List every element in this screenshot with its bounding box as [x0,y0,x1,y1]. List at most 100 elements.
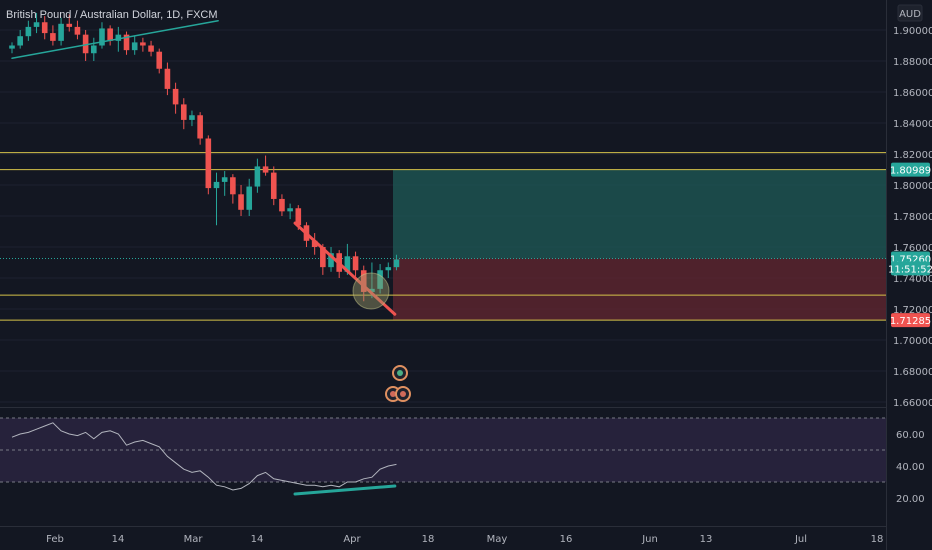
rsi-band-lines [0,417,886,483]
price-label-text: 1.71285 [890,316,931,327]
candle-body [270,172,277,199]
candle-body [115,34,122,41]
price-label-bg [891,162,930,177]
candle-body [99,28,105,46]
horizontal-levels[interactable] [0,152,886,321]
trendline-descending-lows [293,221,397,316]
currency-badge-label: AUD [899,9,921,20]
candle-body [385,267,392,271]
candle-body [197,115,203,139]
candle-body [262,166,269,173]
currency-badge[interactable]: AUD [897,4,923,22]
price-label-text: 1.80989 [890,166,931,177]
time-tick-label: Mar [184,534,204,545]
candle-body [369,288,375,292]
time-tick-label: 18 [422,534,435,545]
candle-body [33,22,40,27]
time-tick-label: Feb [46,534,64,545]
price-tick-label: 1.66000 [893,398,932,409]
profit-zone[interactable] [393,169,886,259]
time-axis-border [0,526,886,527]
candle-body [131,42,138,51]
time-tick-label: Jul [794,534,807,545]
rsi-tick-label: 20.00 [896,494,925,505]
candle-body [221,177,228,182]
candle-body [9,45,15,49]
time-tick-label: Apr [343,534,361,545]
candle-body [246,186,253,210]
trendline-ascending-support [11,19,219,59]
price-axis-border [886,0,887,550]
rsi-tick-label: 40.00 [896,462,925,473]
candle-body [295,208,302,226]
candle-body [148,45,154,52]
candle-body [393,259,400,268]
price-tick-label: 1.70000 [893,336,932,347]
time-tick-label: 14 [112,534,125,545]
trendlines[interactable] [11,19,397,496]
price-label-countdown: 11:51:52 [888,261,932,276]
candle-body [58,23,64,41]
candle-body [352,256,359,271]
candle-body [213,181,220,189]
price-label-bg [891,313,930,328]
price-tick-label: 1.78000 [893,212,932,223]
candle-body [230,177,236,195]
time-tick-label: 13 [700,534,713,545]
candle-body [74,26,81,35]
highlight-circle[interactable] [352,272,390,310]
price-axis[interactable]: 1.90000 1.88000 1.86000 1.84000 1.82000 1.800… [893,26,932,409]
candle-body [205,138,212,189]
candle-body [66,23,73,27]
candle-body [41,22,48,34]
event-marker-flags-icon[interactable] [385,386,411,402]
candle-body [344,256,351,272]
time-tick-label: Jun [641,534,658,545]
price-label-target: 1.80989 [890,162,931,177]
candle-body [82,34,89,54]
candle-body [287,208,293,212]
price-label-text: 1.75260 [890,254,931,265]
candle-body [254,166,261,187]
candle-body [360,270,367,292]
price-tick-label: 1.84000 [893,119,932,130]
candle-body [25,26,32,37]
rsi-tick-label: 60.00 [896,430,925,441]
event-marker-earnings-icon[interactable] [392,365,408,381]
candle-body [377,270,383,289]
candle-body [189,115,195,120]
time-tick-label: May [487,534,508,545]
price-label-text: 11:51:52 [888,264,932,275]
candle-body [50,33,56,41]
time-axis[interactable]: Feb 14 Mar 14 Apr 18 May 16 Jun 13 Jul 18 [46,534,883,545]
rsi-line [11,422,397,491]
price-tick-label: 1.86000 [893,88,932,99]
rsi-axis[interactable]: 60.00 40.00 20.00 [896,430,925,505]
price-tick-label: 1.82000 [893,150,932,161]
time-tick-label: 18 [871,534,884,545]
price-tick-label: 1.90000 [893,26,932,37]
price-tick-label: 1.72000 [893,305,932,316]
candle-body [91,45,97,54]
price-tick-label: 1.76000 [893,243,932,254]
price-tick-label: 1.74000 [893,274,932,285]
price-label-bg [891,261,930,276]
candle-body [320,247,326,268]
price-tick-label: 1.68000 [893,367,932,378]
candle-body [311,240,318,247]
price-tick-label: 1.80000 [893,181,932,192]
candle-body [17,36,23,46]
candle-body [180,104,187,120]
loss-zone[interactable] [393,258,886,321]
candle-body [172,88,179,105]
time-tick-label: 16 [560,534,573,545]
symbol-title[interactable]: British Pound / Australian Dollar, 1D, F… [6,9,218,21]
price-tick-label: 1.88000 [893,57,932,68]
candle-body [156,51,163,69]
trendline-rsi-divergence [293,484,397,496]
candle-body [123,34,130,51]
candle-body [238,194,244,210]
rsi-pane-separator [0,407,886,408]
